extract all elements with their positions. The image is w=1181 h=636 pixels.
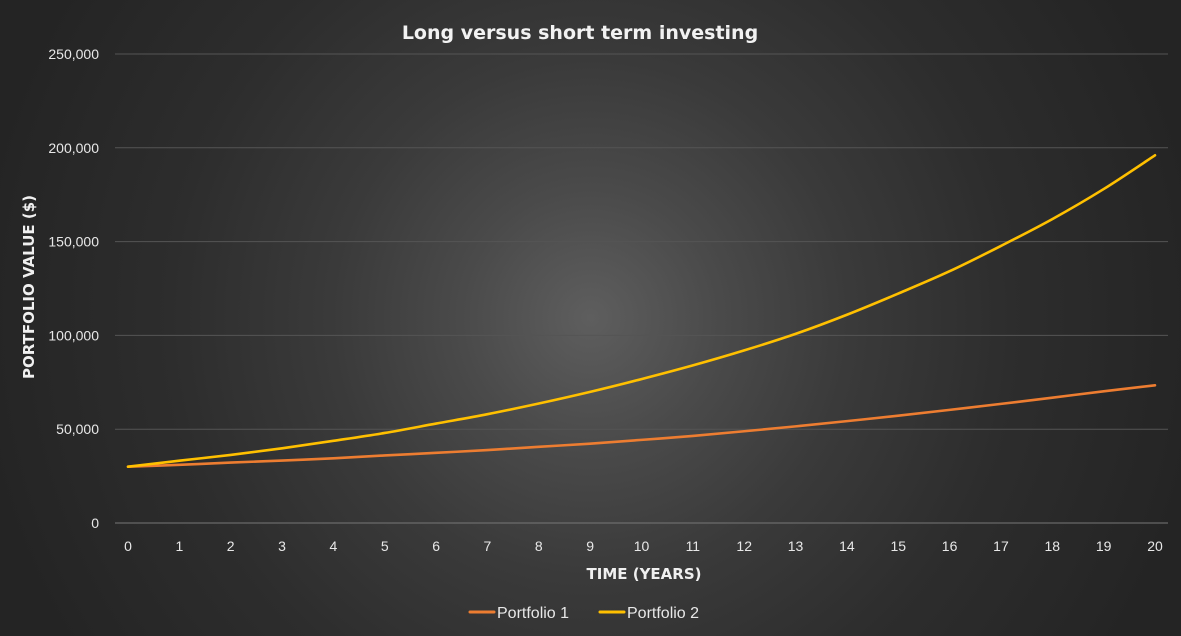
x-tick-label: 13 (788, 538, 804, 554)
x-axis-tick-labels: 0 1 2 3 4 5 6 7 8 9 10 11 12 13 14 15 16 17 18 19 20 (124, 538, 1163, 554)
x-tick-label: 11 (686, 538, 701, 554)
x-tick-label: 15 (890, 538, 906, 554)
x-tick-label: 6 (432, 538, 440, 554)
y-tick-label: 0 (91, 515, 99, 531)
x-tick-label: 9 (586, 538, 594, 554)
x-tick-label: 8 (535, 538, 543, 554)
x-tick-label: 20 (1147, 538, 1163, 554)
y-tick-label: 50,000 (56, 421, 99, 437)
x-tick-label: 4 (330, 538, 338, 554)
x-tick-label: 1 (175, 538, 183, 554)
legend-label-portfolio-1: Portfolio 1 (497, 605, 569, 622)
x-tick-label: 16 (942, 538, 958, 554)
chart-title: Long versus short term investing (402, 22, 758, 44)
y-tick-label: 250,000 (48, 46, 99, 62)
x-tick-label: 18 (1045, 538, 1061, 554)
x-tick-label: 12 (736, 538, 752, 554)
series-line-portfolio-2 (126, 154, 1157, 469)
x-tick-label: 14 (839, 538, 855, 554)
legend: Portfolio 1 Portfolio 2 (468, 605, 699, 622)
x-tick-label: 10 (634, 538, 650, 554)
y-axis-tick-labels: 0 50,000 100,000 150,000 200,000 250,000 (48, 46, 99, 531)
x-axis-title: TIME (YEARS) (587, 565, 702, 583)
x-tick-label: 0 (124, 538, 132, 554)
y-axis-title: PORTFOLIO VALUE ($) (20, 195, 38, 379)
y-tick-label: 100,000 (48, 327, 99, 343)
legend-label-portfolio-2: Portfolio 2 (627, 605, 699, 622)
series-lines (126, 154, 1157, 469)
gridlines (115, 53, 1168, 524)
y-tick-label: 200,000 (48, 140, 99, 156)
x-tick-label: 17 (993, 538, 1009, 554)
x-tick-label: 19 (1096, 538, 1112, 554)
x-tick-label: 2 (227, 538, 235, 554)
series-line-portfolio-1 (126, 384, 1157, 469)
x-tick-label: 3 (278, 538, 286, 554)
y-tick-label: 150,000 (48, 234, 99, 250)
x-tick-label: 7 (484, 538, 492, 554)
x-tick-label: 5 (381, 538, 389, 554)
